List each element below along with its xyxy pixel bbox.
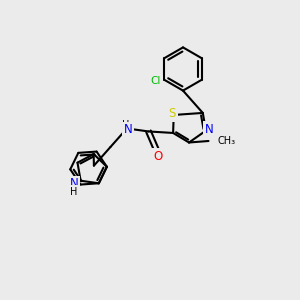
Text: H: H xyxy=(122,120,129,130)
Text: O: O xyxy=(154,150,163,163)
Text: S: S xyxy=(169,107,176,120)
Text: Cl: Cl xyxy=(151,76,161,86)
Text: N: N xyxy=(205,123,213,136)
Text: CH₃: CH₃ xyxy=(218,136,236,146)
Text: H: H xyxy=(70,187,78,197)
Text: N: N xyxy=(124,124,133,136)
Text: N: N xyxy=(70,177,78,190)
